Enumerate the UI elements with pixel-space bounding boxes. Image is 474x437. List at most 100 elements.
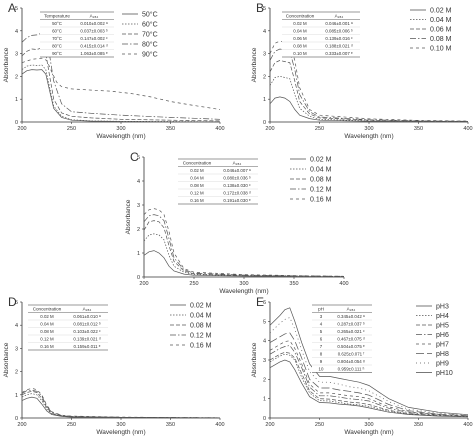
table-cell: 0.02 M bbox=[40, 314, 54, 319]
results-table: Concentration A₂₈₄ 0.02 M 0.046±0.007 ᵃ 0.04… bbox=[178, 158, 258, 205]
legend-label: 0.02 M bbox=[310, 157, 332, 164]
x-tick-label: 400 bbox=[463, 422, 472, 428]
x-tick-label: 350 bbox=[166, 126, 175, 132]
table-header-cell: A₂₈₄ bbox=[83, 307, 92, 312]
y-tick-label: 2 bbox=[263, 74, 266, 80]
table-cell: 0.08 M bbox=[293, 44, 307, 49]
legend-label: 70°C bbox=[142, 31, 158, 39]
panel-d: D 200 250 300 350 400 0 1 2 3 4 5 Wavelength (nm) Abs… bbox=[3, 295, 225, 436]
table-cell: 0.010±0.002 ᵃ bbox=[80, 21, 108, 26]
table-cell: 8 bbox=[320, 352, 323, 357]
table-cell: 70°C bbox=[52, 36, 62, 41]
results-table: Concentration A₂₈₄ 0.02 M 0.061±0.010 ᵃ 0.04… bbox=[28, 304, 108, 351]
y-tick-label: 3 bbox=[15, 52, 18, 58]
x-axis-title: Wavelength (nm) bbox=[344, 429, 393, 436]
legend-label: 0.10 M bbox=[430, 46, 452, 53]
legend: pH3 pH4 pH5 pH6 pH7 pH8 pH9 pH10 bbox=[416, 304, 453, 377]
table-header-cell: Concentration bbox=[183, 161, 212, 166]
table-header-cell: A₂₈₄ bbox=[233, 161, 242, 166]
table-cell: 1.063±0.085 ᵉ bbox=[80, 51, 108, 56]
x-tick-label: 350 bbox=[414, 422, 423, 428]
legend-label: 0.08 M bbox=[430, 36, 452, 43]
table-cell: 0.04 M bbox=[40, 322, 54, 327]
table-cell: 0.333±0.007 ᵉ bbox=[325, 51, 353, 56]
y-tick-label: 1 bbox=[15, 97, 18, 103]
y-tick-label: 4 bbox=[15, 29, 18, 35]
y-tick-label: 0 bbox=[263, 416, 266, 422]
legend-label: 0.02 M bbox=[190, 303, 212, 310]
panel-label: C bbox=[130, 150, 139, 164]
table-cell: 0.345±0.042 ᵃ bbox=[337, 314, 365, 319]
x-tick-label: 400 bbox=[339, 281, 348, 287]
table-cell: 9 bbox=[320, 359, 323, 364]
table-cell: 50°C bbox=[52, 21, 62, 26]
y-tick-label: 0 bbox=[15, 416, 18, 422]
y-tick-label: 6 bbox=[263, 300, 266, 306]
legend-label: 0.08 M bbox=[310, 177, 332, 184]
y-tick-label: 0 bbox=[15, 120, 18, 126]
legend-label: 0.04 M bbox=[310, 167, 332, 174]
legend-label: 0.08 M bbox=[190, 323, 212, 330]
series-line-2 bbox=[21, 64, 221, 123]
legend-label: 0.04 M bbox=[430, 17, 452, 24]
table-header-cell: Concentration bbox=[33, 307, 62, 312]
legend: 0.02 M 0.04 M 0.08 M 0.12 M 0.16 M bbox=[290, 157, 332, 204]
table-header-cell: A₂₈₄ bbox=[347, 307, 356, 312]
legend-label: 0.16 M bbox=[190, 343, 212, 350]
table-cell: 0.103±0.022 ᶜ bbox=[73, 329, 101, 334]
table-cell: 0.415±0.014 ᵈ bbox=[80, 44, 108, 49]
legend-label: 0.16 M bbox=[310, 197, 332, 204]
legend-label: 60°C bbox=[142, 21, 158, 29]
legend-label: 0.04 M bbox=[190, 313, 212, 320]
series-line-4 bbox=[21, 32, 221, 120]
legend: 50°C 60°C 70°C 80°C 90°C bbox=[122, 11, 158, 59]
table-cell: 5 bbox=[320, 329, 323, 334]
y-tick-label: 1 bbox=[263, 397, 266, 403]
series-line-2 bbox=[269, 76, 469, 122]
x-tick-label: 250 bbox=[67, 422, 76, 428]
table-cell: 0.10 M bbox=[293, 51, 307, 56]
y-tick-label: 2 bbox=[137, 227, 140, 233]
series-line-5 bbox=[21, 57, 221, 110]
x-tick-label: 300 bbox=[364, 126, 373, 132]
x-tick-label: 200 bbox=[265, 422, 274, 428]
table-header-cell: pH bbox=[318, 307, 324, 312]
legend-label: 0.12 M bbox=[190, 333, 212, 340]
table-cell: 0.188±0.021 ᵈ bbox=[325, 44, 353, 49]
panel-a: A 200 250 300 350 400 0 1 2 3 4 5 Wavelength (nm) Abs… bbox=[3, 1, 225, 140]
panel-label: E bbox=[256, 295, 264, 309]
legend-label: pH10 bbox=[436, 370, 453, 377]
x-tick-label: 200 bbox=[265, 126, 274, 132]
table-cell: 6 bbox=[320, 337, 323, 342]
results-table: Concentration A₂₈₄ 0.02 M 0.046±0.001 ᵃ 0.04… bbox=[282, 11, 360, 58]
legend-label: 50°C bbox=[142, 11, 158, 19]
series-line-3 bbox=[21, 390, 221, 419]
legend-label: 0.06 M bbox=[430, 27, 452, 34]
table-cell: 0.287±0.037 ᵇ bbox=[337, 322, 365, 327]
series-line-3 bbox=[269, 351, 469, 417]
y-tick-label: 4 bbox=[263, 29, 266, 35]
y-tick-label: 1 bbox=[15, 393, 18, 399]
table-cell: 0.138±0.030 ᶜ bbox=[223, 183, 251, 188]
table-header-cell: Concentration bbox=[286, 14, 315, 19]
table-cell: 0.265±0.021 ᶜ bbox=[337, 329, 365, 334]
table-header-cell: Temperature bbox=[44, 14, 70, 19]
table-cell: 90°C bbox=[52, 51, 62, 56]
y-tick-label: 4 bbox=[15, 323, 18, 329]
y-tick-label: 3 bbox=[15, 346, 18, 352]
y-tick-label: 5 bbox=[263, 6, 266, 12]
series-line-8 bbox=[269, 307, 469, 416]
y-tick-label: 5 bbox=[137, 155, 140, 161]
table-cell: 0.504±0.075 ᵉ bbox=[337, 344, 365, 349]
legend: 0.02 M 0.04 M 0.08 M 0.12 M 0.16 M bbox=[170, 303, 212, 350]
x-tick-label: 300 bbox=[364, 422, 373, 428]
series-line-5 bbox=[143, 208, 345, 277]
y-tick-label: 2 bbox=[263, 377, 266, 383]
panel-label: B bbox=[256, 1, 264, 15]
table-cell: 0.625±0.071 ᶠ bbox=[338, 352, 365, 357]
table-cell: 0.959±0.111 ʰ bbox=[338, 367, 365, 372]
table-cell: 0.085±0.006 ᵇ bbox=[325, 29, 353, 34]
table-cell: 0.191±0.030 ᵉ bbox=[223, 198, 251, 203]
series-line-4 bbox=[269, 345, 469, 417]
